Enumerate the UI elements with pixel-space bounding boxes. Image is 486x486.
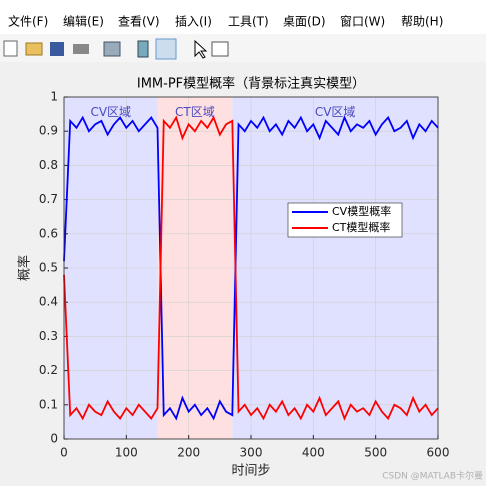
toolbar — [0, 34, 486, 62]
tool-open[interactable] — [25, 42, 43, 56]
menu-item[interactable]: 文件(F) — [8, 14, 48, 29]
y-tick-label: 1 — [50, 90, 58, 104]
y-tick-label: 0.7 — [39, 192, 58, 206]
y-axis-label: 概率 — [17, 255, 33, 281]
legend-label: CT模型概率 — [332, 220, 390, 234]
title-bar — [0, 0, 486, 10]
region-label: CT区域 — [175, 105, 215, 119]
legend-box — [287, 202, 403, 238]
x-tick-label: 500 — [364, 446, 387, 460]
y-tick-label: 0.9 — [39, 124, 58, 138]
toolbar-bg — [0, 34, 486, 62]
menu-item[interactable]: 查看(V) — [118, 15, 160, 29]
tool-save[interactable] — [50, 42, 64, 56]
tool-pointer[interactable] — [194, 39, 208, 59]
region-label: CV区域 — [315, 105, 356, 119]
x-tick-label: 0 — [60, 446, 68, 460]
y-tick-label: 0.3 — [39, 329, 58, 343]
tool-new[interactable] — [3, 40, 18, 57]
tool-legend[interactable] — [155, 38, 177, 60]
menu-item[interactable]: 工具(T) — [228, 15, 269, 29]
axes-box — [63, 96, 439, 440]
x-tick-label: 100 — [115, 446, 138, 460]
legend-label: CV模型概率 — [332, 204, 391, 218]
x-tick-label: 200 — [177, 446, 200, 460]
x-tick-label: 400 — [302, 446, 325, 460]
watermark: CSDN @MATLAB卡尔曼 — [382, 470, 483, 482]
tool-print[interactable] — [73, 44, 89, 54]
region-label: CV区域 — [90, 105, 131, 119]
y-tick-label: 0.6 — [39, 226, 58, 240]
x-tick-label: 600 — [427, 446, 450, 460]
y-tick-label: 0.2 — [39, 363, 58, 377]
menu-item[interactable]: 桌面(D) — [283, 15, 326, 29]
plot: 0 0.1 0.2 0.3 0.4 0.5 0.6 0.7 0.8 0.9 1 0 100 200 300 4… — [17, 76, 450, 479]
y-tick-label: 0.5 — [39, 261, 58, 275]
y-tick-label: 0.8 — [39, 158, 58, 172]
series-line — [63, 115, 439, 421]
y-tick-label: 0.1 — [39, 397, 58, 411]
x-axis-label: 时间步 — [231, 464, 270, 479]
menu: 文件(F) 编辑(E) 查看(V) 插入(I) 工具(T) 桌面(D) 窗口(W) 帮助(H) — [8, 14, 443, 29]
menu-item[interactable]: 编辑(E) — [63, 14, 104, 29]
x-tick-label: 300 — [240, 446, 263, 460]
tool-property[interactable] — [211, 41, 229, 57]
menu-item[interactable]: 帮助(H) — [401, 15, 443, 29]
y-tick-label: 0.4 — [39, 295, 58, 309]
tool-link[interactable] — [103, 41, 121, 57]
menu-item[interactable]: 插入(I) — [175, 15, 212, 29]
chart-title: IMM-PF模型概率（背景标注真实模型） — [137, 76, 365, 92]
tool-colorbar[interactable] — [137, 40, 149, 58]
menu-bar — [0, 10, 486, 34]
menu-item[interactable]: 窗口(W) — [340, 15, 385, 29]
y-tick-label: 0 — [50, 432, 58, 446]
series-line — [63, 115, 439, 421]
